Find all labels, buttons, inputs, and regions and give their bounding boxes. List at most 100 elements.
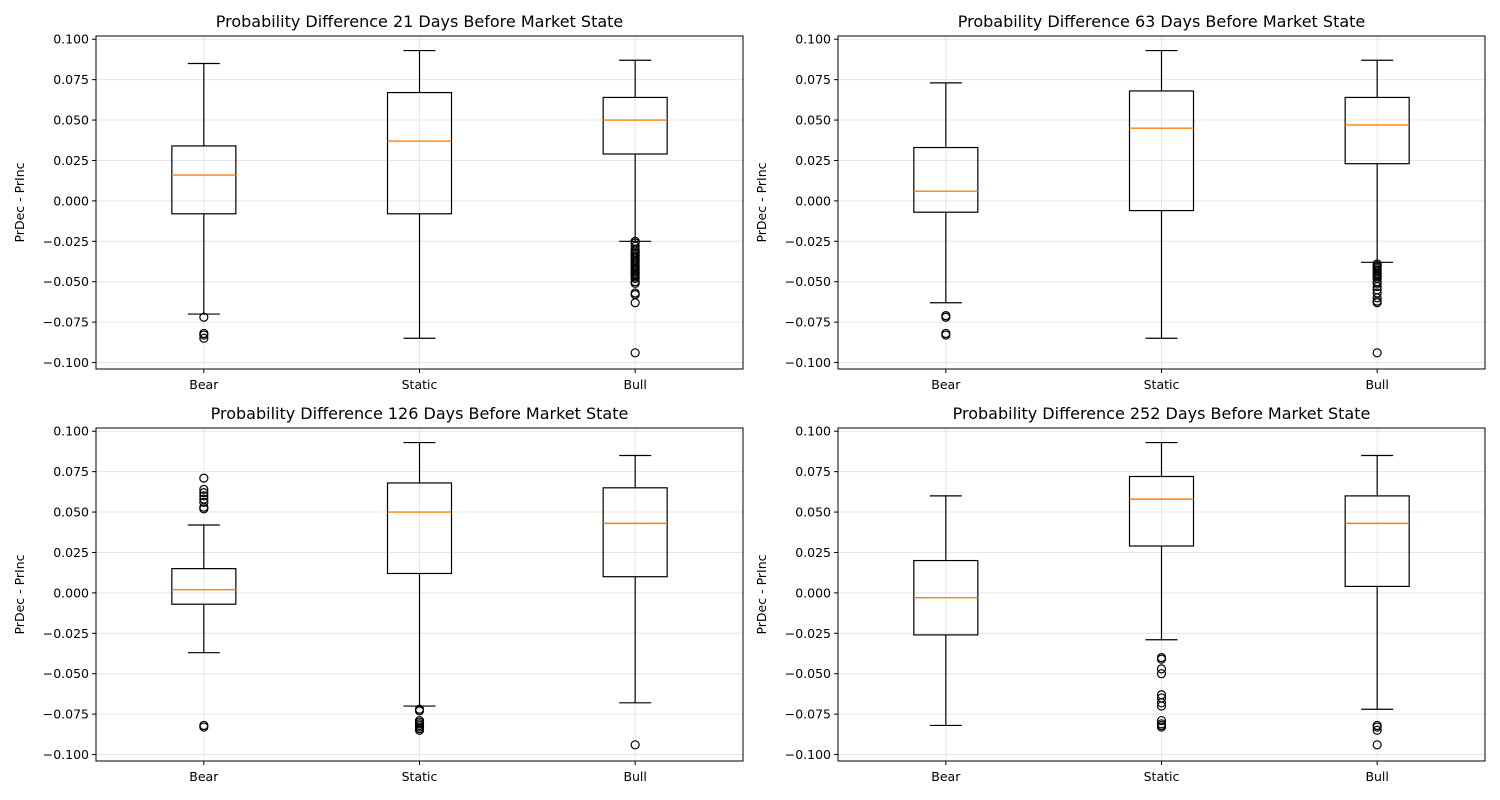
chart-panel-3: −0.100 −0.075 −0.050 −0.025 0.000 0.025 0.050 0… bbox=[12, 404, 744, 784]
outlier-point-static bbox=[1156, 701, 1167, 711]
y-tick-label: 0.025 bbox=[795, 153, 831, 168]
outlier-point-bear bbox=[199, 333, 209, 343]
outlier-point-static bbox=[1156, 722, 1167, 732]
y-axis-label: PrDec - PrInc bbox=[754, 554, 769, 634]
y-axis-label: PrDec - PrInc bbox=[754, 162, 769, 242]
box-static bbox=[1128, 475, 1195, 547]
axes-frame bbox=[837, 35, 1486, 370]
box-bear bbox=[171, 568, 237, 605]
y-tick-label: −0.100 bbox=[785, 355, 831, 370]
outlier-point-bear bbox=[199, 484, 209, 495]
y-tick-label: 0.100 bbox=[795, 424, 831, 439]
x-tick-label-bear: Bear bbox=[931, 769, 961, 784]
y-tick-label: −0.025 bbox=[43, 626, 89, 641]
box-bull bbox=[602, 96, 668, 155]
outlier-point-bear bbox=[199, 491, 209, 501]
outlier-point-bull bbox=[1372, 348, 1382, 358]
y-tick-label: −0.050 bbox=[43, 666, 89, 681]
y-tick-label: −0.025 bbox=[785, 234, 831, 249]
outlier-point-bull bbox=[1372, 278, 1382, 288]
x-tick-label-bull: Bull bbox=[623, 377, 646, 392]
y-tick-label: 0.050 bbox=[53, 113, 89, 128]
outlier-point-bull bbox=[630, 298, 640, 308]
outlier-point-bear bbox=[199, 312, 209, 322]
outlier-point-bear bbox=[199, 722, 209, 732]
outlier-point-bear bbox=[199, 488, 209, 498]
y-tick-label: −0.025 bbox=[43, 234, 89, 249]
outlier-point-static bbox=[1156, 698, 1167, 708]
y-tick-label: −0.025 bbox=[785, 626, 831, 641]
outlier-point-bull bbox=[1372, 725, 1382, 735]
outlier-point-static bbox=[414, 725, 425, 735]
chart-title: Probability Difference 252 Days Before M… bbox=[953, 404, 1371, 423]
outlier-point-bear bbox=[941, 330, 951, 340]
box-bear bbox=[171, 145, 237, 215]
x-tick-label-static: Static bbox=[1144, 377, 1180, 392]
x-tick-label-bull: Bull bbox=[1365, 769, 1388, 784]
x-tick-label-bear: Bear bbox=[189, 377, 219, 392]
y-tick-label: 0.050 bbox=[795, 113, 831, 128]
outlier-point-static bbox=[1156, 664, 1167, 674]
outlier-point-bull bbox=[1372, 281, 1382, 292]
box-static bbox=[1128, 90, 1195, 212]
chart-title: Probability Difference 126 Days Before M… bbox=[211, 404, 629, 423]
axes-frame bbox=[95, 35, 744, 370]
y-tick-label: 0.000 bbox=[795, 585, 831, 600]
outlier-point-bull bbox=[630, 740, 640, 750]
y-tick-label: 0.100 bbox=[53, 424, 89, 439]
y-tick-label: −0.075 bbox=[785, 315, 831, 330]
y-tick-label: 0.025 bbox=[795, 545, 831, 560]
x-tick-label-static: Static bbox=[402, 769, 438, 784]
outlier-point-bear bbox=[199, 473, 209, 483]
box-bull bbox=[1344, 96, 1410, 165]
y-tick-label: −0.100 bbox=[785, 747, 831, 762]
y-tick-label: 0.075 bbox=[795, 72, 831, 87]
y-tick-label: −0.050 bbox=[785, 274, 831, 289]
y-tick-label: 0.100 bbox=[795, 32, 831, 47]
x-tick-label-static: Static bbox=[1144, 769, 1180, 784]
chart-panel-1: −0.100 −0.075 −0.050 −0.025 0.000 0.025 0.050 0… bbox=[12, 12, 744, 392]
y-tick-label: −0.050 bbox=[785, 666, 831, 681]
y-tick-label: −0.075 bbox=[785, 707, 831, 722]
outlier-point-bull bbox=[1372, 293, 1382, 303]
x-tick-label-bull: Bull bbox=[623, 769, 646, 784]
outlier-point-static bbox=[1156, 715, 1167, 726]
chart-title: Probability Difference 21 Days Before Ma… bbox=[216, 12, 624, 31]
chart-title: Probability Difference 63 Days Before Ma… bbox=[958, 12, 1366, 31]
outlier-point-bull bbox=[630, 273, 640, 284]
x-tick-label-bear: Bear bbox=[189, 769, 219, 784]
y-tick-label: −0.100 bbox=[43, 747, 89, 762]
y-tick-label: 0.075 bbox=[53, 72, 89, 87]
outlier-point-bear bbox=[199, 330, 209, 340]
axes-frame bbox=[837, 427, 1486, 762]
chart-panel-2: −0.100 −0.075 −0.050 −0.025 0.000 0.025 0.050 0… bbox=[754, 12, 1486, 392]
outlier-point-static bbox=[414, 706, 425, 716]
y-tick-label: 0.075 bbox=[795, 464, 831, 479]
box-bull bbox=[1344, 495, 1410, 588]
y-tick-label: −0.100 bbox=[43, 355, 89, 370]
y-tick-label: 0.050 bbox=[795, 505, 831, 520]
y-tick-label: 0.000 bbox=[53, 193, 89, 208]
x-tick-label-bull: Bull bbox=[1365, 377, 1388, 392]
y-tick-label: 0.075 bbox=[53, 464, 89, 479]
y-axis-label: PrDec - PrInc bbox=[12, 162, 27, 242]
y-axis-label: PrDec - PrInc bbox=[12, 554, 27, 634]
chart-panel-4: −0.100 −0.075 −0.050 −0.025 0.000 0.025 0.050 0… bbox=[754, 404, 1486, 784]
outlier-point-bear bbox=[941, 312, 951, 322]
x-tick-label-static: Static bbox=[402, 377, 438, 392]
y-tick-label: −0.075 bbox=[43, 707, 89, 722]
axes-frame bbox=[95, 427, 744, 762]
box-bull bbox=[602, 487, 668, 578]
y-tick-label: 0.025 bbox=[53, 545, 89, 560]
y-tick-label: 0.050 bbox=[53, 505, 89, 520]
box-static bbox=[386, 482, 453, 575]
y-tick-label: 0.025 bbox=[53, 153, 89, 168]
outlier-point-static bbox=[1156, 654, 1167, 664]
outlier-point-bull bbox=[1372, 722, 1382, 732]
outlier-point-bear bbox=[199, 497, 209, 507]
y-tick-label: 0.100 bbox=[53, 32, 89, 47]
outlier-point-bull bbox=[1372, 740, 1382, 750]
y-tick-label: 0.000 bbox=[795, 193, 831, 208]
outlier-point-bull bbox=[630, 348, 640, 358]
